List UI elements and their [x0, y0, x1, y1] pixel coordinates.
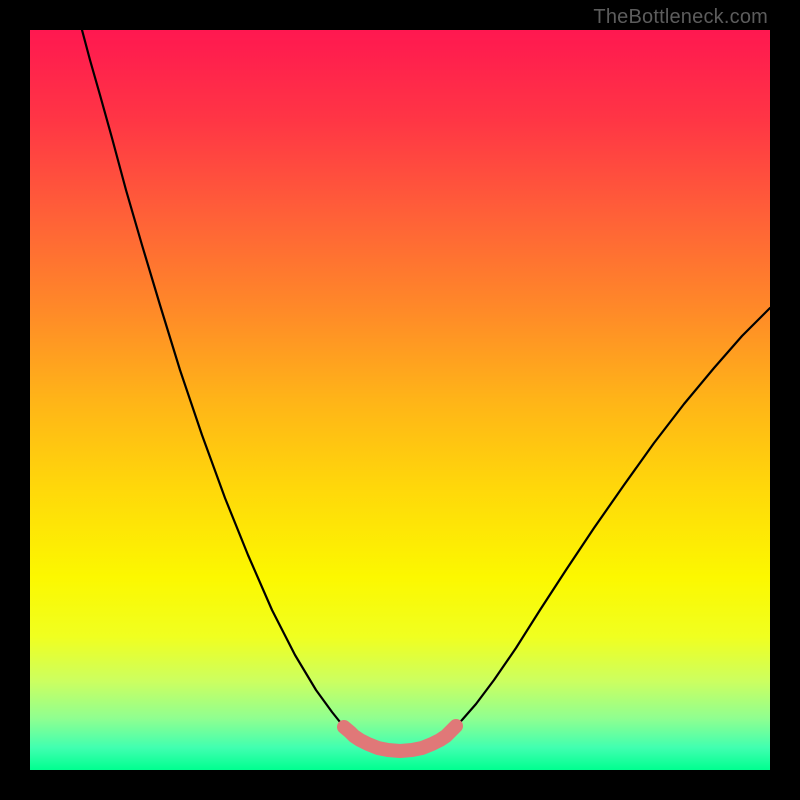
- plot-svg: [30, 30, 770, 770]
- chart-stage: TheBottleneck.com: [0, 0, 800, 800]
- attribution-text: TheBottleneck.com: [593, 6, 768, 29]
- gradient-background: [30, 30, 770, 770]
- plot-area: [30, 30, 770, 770]
